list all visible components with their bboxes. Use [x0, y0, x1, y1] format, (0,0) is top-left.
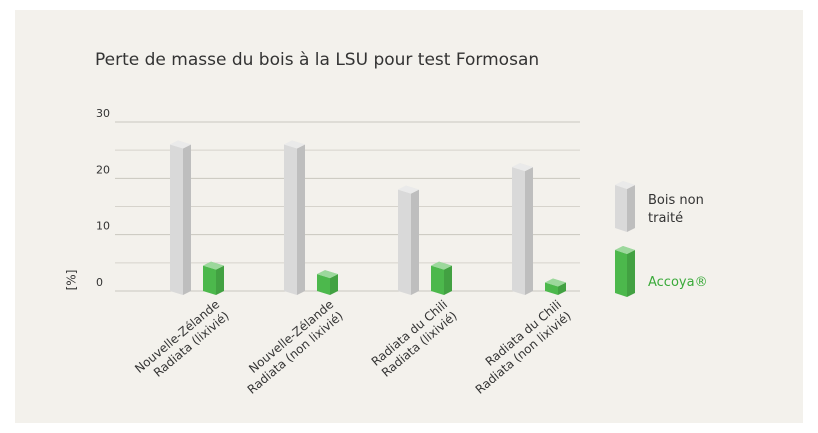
bar-front	[170, 144, 183, 295]
legend-side	[627, 250, 635, 297]
legend-icon	[615, 246, 635, 297]
legend-front	[615, 250, 627, 297]
bar	[203, 261, 224, 295]
bar	[512, 163, 533, 295]
y-tick-label: 20	[96, 163, 110, 176]
bar-side	[330, 274, 338, 295]
bar-front	[203, 265, 216, 295]
legend-side-shade	[627, 185, 635, 232]
bar-top	[170, 140, 191, 149]
bar-top	[398, 185, 419, 194]
bar-side-shade	[183, 144, 191, 295]
bar-side	[558, 282, 566, 295]
bar-side	[183, 144, 191, 295]
bar-top	[512, 163, 533, 172]
bar-side-shade	[330, 274, 338, 295]
y-tick-label: 30	[96, 107, 110, 120]
legend-label: Accoya®	[648, 275, 708, 290]
y-axis-label: [%]	[65, 270, 79, 291]
bar-top-shade	[203, 261, 224, 270]
bar-top-shade	[317, 270, 338, 279]
bar-side-shade	[216, 265, 224, 295]
bar-top-shade	[284, 140, 305, 149]
bar-side	[411, 189, 419, 295]
y-tick-label: 0	[96, 276, 103, 289]
legend-icon	[615, 181, 635, 232]
bar-top-shade	[398, 185, 419, 194]
legend-front	[615, 185, 627, 232]
bar-front	[398, 189, 411, 295]
bar-front	[545, 282, 558, 295]
legend-top	[615, 181, 635, 189]
bar-side	[216, 265, 224, 295]
bar-side	[297, 144, 305, 295]
bar-top	[317, 270, 338, 279]
bar-top-shade	[545, 278, 566, 287]
bar-top-shade	[431, 261, 452, 270]
bar-front	[431, 265, 444, 295]
bar	[170, 140, 191, 295]
bar-top	[431, 261, 452, 270]
bar-side-shade	[558, 282, 566, 295]
bar-top	[284, 140, 305, 149]
legend-top-shade	[615, 246, 635, 254]
bar-side	[525, 167, 533, 295]
bar-top-shade	[170, 140, 191, 149]
legend-label: Bois non traité	[648, 193, 704, 226]
bar-side-shade	[411, 189, 419, 295]
chart-title: Perte de masse du bois à la LSU pour tes…	[95, 50, 539, 70]
bar	[431, 261, 452, 295]
legend-side	[627, 185, 635, 232]
bar	[317, 270, 338, 295]
legend-top-shade	[615, 181, 635, 189]
bar-side-shade	[444, 265, 452, 295]
bar-side	[444, 265, 452, 295]
y-tick-label: 10	[96, 220, 110, 233]
bar-top-shade	[512, 163, 533, 172]
bar-side-shade	[297, 144, 305, 295]
legend-side-shade	[627, 250, 635, 297]
bar-top	[203, 261, 224, 270]
bar-front	[317, 274, 330, 295]
bar-side-shade	[525, 167, 533, 295]
bar	[398, 185, 419, 295]
bar	[284, 140, 305, 295]
legend-top	[615, 246, 635, 254]
bar-front	[284, 144, 297, 295]
bar-front	[512, 167, 525, 295]
bar	[545, 278, 566, 295]
bar-top	[545, 278, 566, 287]
